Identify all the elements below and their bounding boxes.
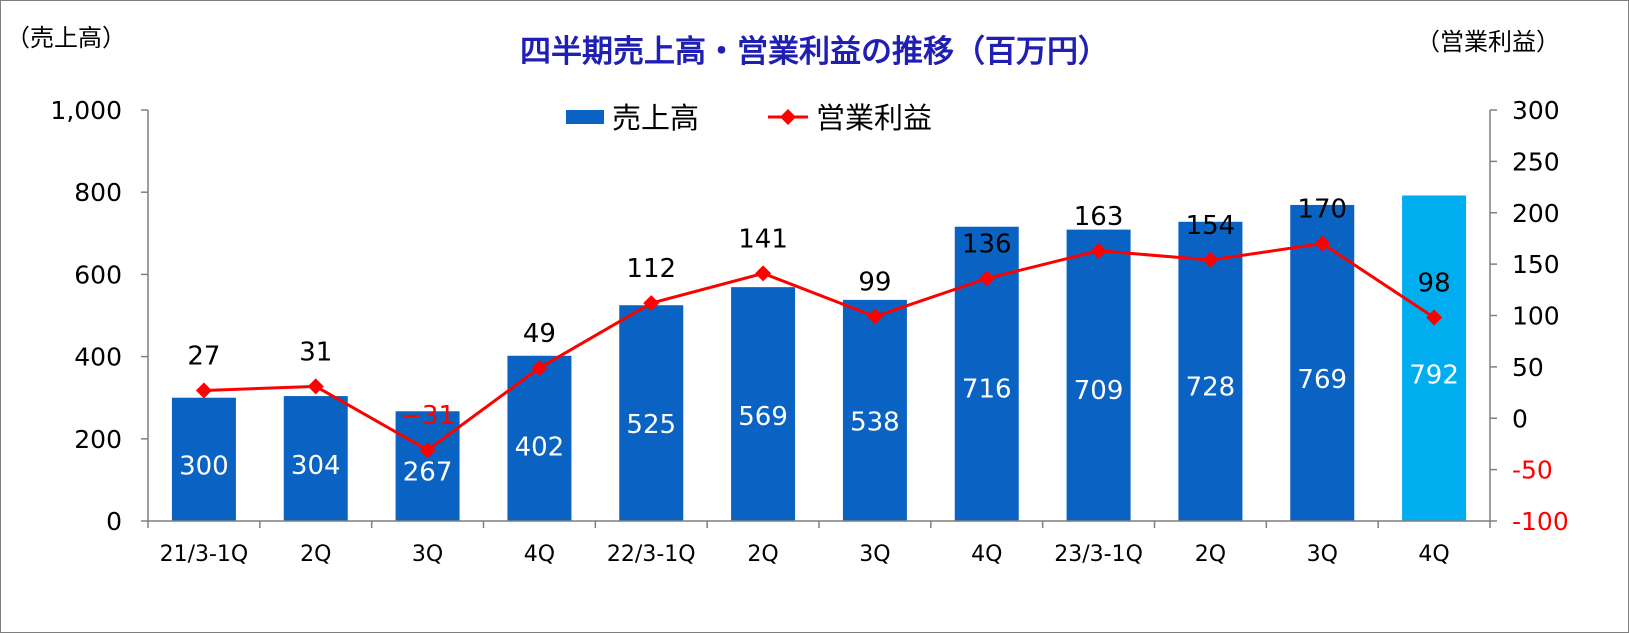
- sales-bar: [619, 305, 684, 521]
- left-axis-tick-label: 800: [74, 178, 122, 207]
- right-axis-tick-label: 100: [1512, 302, 1560, 331]
- chart-title: 四半期売上高・営業利益の推移（百万円）: [520, 34, 1109, 70]
- sales-bar-value-label: 728: [1186, 372, 1236, 402]
- operating-profit-value-label: 154: [1186, 211, 1236, 241]
- left-axis-tick-label: 0: [106, 507, 122, 536]
- right-axis-tick-label: 300: [1512, 96, 1560, 125]
- sales-bar-value-label: 267: [403, 458, 453, 488]
- operating-profit-value-label: 170: [1297, 195, 1347, 225]
- x-axis-category-label: 4Q: [1418, 542, 1449, 567]
- x-axis-category-label: 22/3-1Q: [607, 542, 696, 567]
- x-axis-category-label: 4Q: [524, 542, 555, 567]
- operating-profit-line: [203, 242, 1435, 452]
- operating-profit-marker: [195, 382, 212, 399]
- x-axis-category-label: 3Q: [1307, 542, 1338, 567]
- legend-sales-swatch: [566, 110, 604, 124]
- operating-profit-marker: [419, 442, 436, 459]
- operating-profit-value-label: 98: [1418, 269, 1451, 299]
- sales-bar: [1290, 204, 1355, 522]
- sales-bar: [842, 299, 907, 521]
- right-axis-tick-label: -50: [1512, 456, 1553, 485]
- operating-profit-marker: [531, 359, 548, 376]
- operating-profit-marker: [755, 265, 772, 282]
- left-axis-tick-label: 200: [74, 425, 122, 454]
- sales-bar: [171, 397, 236, 521]
- x-axis-category-label: 2Q: [747, 542, 778, 567]
- sales-bar-value-label: 300: [179, 452, 229, 482]
- sales-bar: [1066, 229, 1131, 521]
- operating-profit-marker: [1314, 235, 1331, 252]
- legend-profit-label: 営業利益: [816, 101, 932, 135]
- sales-bar: [1402, 195, 1467, 521]
- right-axis-tick-label: 150: [1512, 250, 1560, 279]
- sales-bar-value-label: 769: [1297, 365, 1347, 395]
- right-axis-tick-label: 0: [1512, 404, 1528, 433]
- operating-profit-value-label: 27: [187, 342, 220, 372]
- right-axis-tick-label: -100: [1512, 507, 1569, 536]
- operating-profit-value-label: 31: [299, 337, 332, 367]
- sales-bar-value-label: 304: [291, 451, 341, 481]
- sales-bar: [1178, 221, 1243, 522]
- sales-bar: [731, 287, 796, 521]
- operating-profit-marker: [643, 295, 660, 312]
- operating-profit-value-label: 163: [1074, 202, 1124, 232]
- right-axis-tick-label: 50: [1512, 353, 1544, 382]
- sales-bar-value-label: 569: [738, 402, 788, 432]
- operating-profit-marker: [866, 308, 883, 325]
- operating-profit-value-label: 112: [626, 254, 676, 284]
- legend-sales-label: 売上高: [612, 101, 699, 135]
- right-axis-unit-label: （営業利益）: [1416, 28, 1560, 56]
- left-axis-tick-label: 400: [74, 343, 122, 372]
- sales-bar-value-label: 525: [626, 410, 676, 440]
- sales-bar: [283, 396, 348, 521]
- operating-profit-marker: [978, 270, 995, 287]
- operating-profit-marker: [1090, 242, 1107, 259]
- operating-profit-value-label: 99: [858, 268, 891, 298]
- x-axis-category-label: 2Q: [1195, 542, 1226, 567]
- sales-bar: [395, 411, 460, 521]
- sales-bar-value-label: 538: [850, 407, 900, 437]
- operating-profit-value-label: 136: [962, 230, 1012, 260]
- operating-profit-marker: [1202, 252, 1219, 269]
- x-axis-category-label: 2Q: [300, 542, 331, 567]
- x-axis-category-label: 23/3-1Q: [1054, 542, 1143, 567]
- sales-bar-value-label: 402: [515, 433, 565, 463]
- sales-bar-value-label: 792: [1409, 361, 1459, 391]
- sales-bar-value-label: 709: [1074, 376, 1124, 406]
- left-axis-tick-label: 600: [74, 260, 122, 289]
- operating-profit-value-label: 49: [523, 319, 556, 349]
- left-axis-unit-label: （売上高）: [6, 24, 126, 52]
- legend-profit-marker: [780, 109, 796, 125]
- right-axis-tick-label: 250: [1512, 147, 1560, 176]
- operating-profit-value-label: −31: [400, 401, 455, 431]
- right-axis-tick-label: 200: [1512, 199, 1560, 228]
- operating-profit-value-label: 141: [738, 224, 788, 254]
- x-axis-category-label: 4Q: [971, 542, 1002, 567]
- left-axis-tick-label: 1,000: [50, 96, 122, 125]
- operating-profit-marker: [1426, 309, 1443, 326]
- x-axis-category-label: 3Q: [859, 542, 890, 567]
- x-axis-category-label: 21/3-1Q: [160, 542, 249, 567]
- x-axis-category-label: 3Q: [412, 542, 443, 567]
- operating-profit-marker: [307, 378, 324, 395]
- sales-bar-value-label: 716: [962, 375, 1012, 405]
